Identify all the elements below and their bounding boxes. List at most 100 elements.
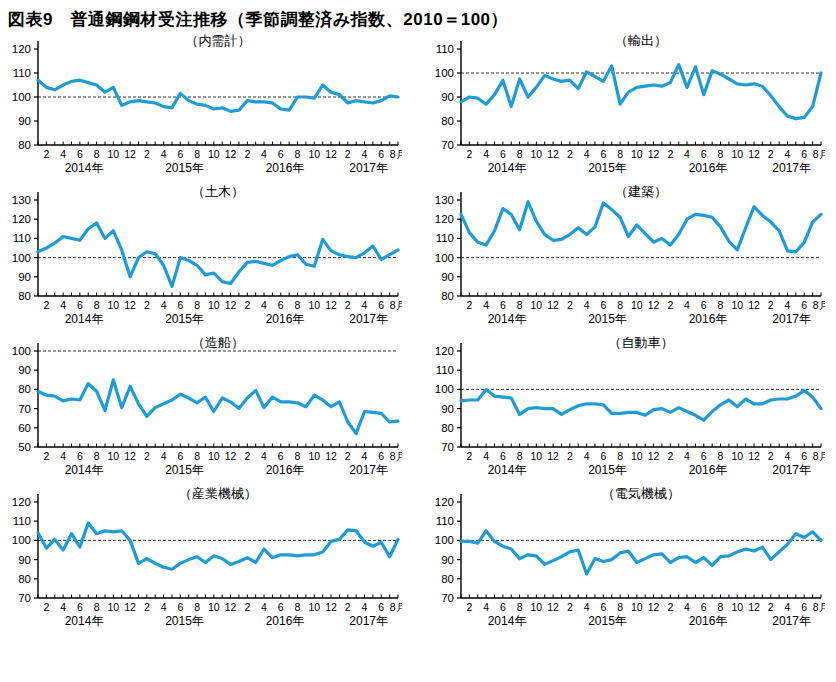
year-label: 2015年 [588,161,627,175]
x-axis-tick-label: 2 [768,450,774,462]
x-axis-tick-label: 2 [144,450,150,462]
x-axis-tick-label: 10 [108,148,120,160]
y-axis-tick-label: 120 [12,43,31,55]
year-label: 2016年 [689,463,728,477]
x-axis-tick-label: 12 [124,148,136,160]
year-label: 2015年 [588,312,627,326]
x-axis-tick-label: 8 [94,148,100,160]
x-axis-tick-label: 8 [94,601,100,613]
y-axis-tick-label: 90 [18,554,31,566]
x-axis-tick-label: 4 [261,601,267,613]
x-axis-tick-label: 6 [378,450,384,462]
x-axis-tick-label: 2 [567,601,573,613]
y-axis-tick-label: 90 [441,271,454,283]
x-axis-tick-label: 12 [648,148,660,160]
x-axis-tick-label: 8 [517,601,523,613]
year-label: 2014年 [65,463,104,477]
x-axis-tick-label: 4 [785,601,791,613]
x-axis-tick-label: 2 [244,299,250,311]
year-label: 2016年 [689,312,728,326]
x-axis-tick-label: 4 [161,601,167,613]
x-axis-tick-label: 6 [278,450,284,462]
y-axis-tick-label: 80 [441,290,454,302]
x-axis-tick-label: 12 [748,601,760,613]
x-axis-tick-label: 10 [108,450,120,462]
x-axis-tick-label: 8月 [390,148,402,160]
x-axis-tick-label: 10 [308,148,320,160]
y-axis-tick-label: 110 [436,364,454,376]
y-axis-tick-label: 110 [436,43,454,55]
x-axis-tick-label: 4 [483,148,489,160]
x-axis-tick-label: 4 [60,601,66,613]
year-label: 2017年 [349,312,388,326]
chart-domestic-demand-total: （内需計）80901001101202468101224681012246810… [2,33,407,178]
construction-chart: （建築）809010011012013024681012246810122468… [425,184,825,329]
y-axis-tick-label: 80 [18,383,31,395]
y-axis-tick-label: 100 [12,534,31,546]
chart-title: （内需計） [186,33,251,48]
x-axis-tick-label: 4 [684,450,690,462]
y-axis-tick-label: 90 [441,403,454,415]
year-label: 2014年 [65,161,104,175]
x-axis-tick-label: 6 [278,299,284,311]
x-axis-tick-label: 10 [208,601,220,613]
y-axis-tick-label: 80 [441,573,454,585]
y-axis-tick-label: 70 [441,441,454,453]
x-axis-tick-label: 8 [295,450,301,462]
data-line [38,80,398,111]
chart-title: （電気機械） [602,486,680,501]
x-axis-tick-label: 12 [547,601,559,613]
x-axis-tick-label: 2 [345,299,351,311]
x-axis-tick-label: 4 [584,450,590,462]
x-axis-tick-label: 6 [701,601,707,613]
x-axis-tick-label: 6 [177,299,183,311]
x-axis-tick-label: 8月 [813,148,825,160]
x-axis-tick-label: 10 [531,148,543,160]
x-axis-tick-label: 10 [631,148,643,160]
x-axis-tick-label: 8月 [813,601,825,613]
y-axis-tick-label: 50 [18,441,31,453]
x-axis-tick-label: 2 [768,148,774,160]
x-axis-tick-label: 2 [466,450,472,462]
x-axis-tick-label: 8 [517,450,523,462]
x-axis-tick-label: 6 [77,601,83,613]
x-axis-tick-label: 8 [295,601,301,613]
x-axis-tick-label: 4 [60,299,66,311]
x-axis-tick-label: 6 [500,450,506,462]
x-axis-tick-label: 4 [261,450,267,462]
year-label: 2015年 [165,161,204,175]
x-axis-tick-label: 6 [600,601,606,613]
x-axis-tick-label: 8 [295,148,301,160]
x-axis-tick-label: 6 [801,450,807,462]
x-axis-tick-label: 6 [801,148,807,160]
year-label: 2015年 [588,463,627,477]
y-axis-tick-label: 100 [435,67,454,79]
x-axis-tick-label: 6 [801,299,807,311]
x-axis-tick-label: 12 [748,148,760,160]
x-axis-tick-label: 10 [308,450,320,462]
x-axis-tick-label: 2 [768,299,774,311]
y-axis-tick-label: 120 [12,213,31,225]
x-axis-tick-label: 4 [483,450,489,462]
data-line [461,389,821,420]
x-axis-tick-label: 2 [567,148,573,160]
x-axis-tick-label: 6 [278,601,284,613]
x-axis-tick-label: 10 [308,601,320,613]
x-axis-tick-label: 8月 [813,450,825,462]
year-label: 2014年 [488,312,527,326]
chart-title: （輸出） [615,33,667,48]
x-axis-tick-label: 8月 [813,299,825,311]
x-axis-tick-label: 8 [718,450,724,462]
x-axis-tick-label: 8 [718,601,724,613]
chart-automobiles: （自動車）70809010011012024681012246810122468… [425,335,830,480]
y-axis-tick-label: 100 [12,91,31,103]
x-axis-tick-label: 8 [617,601,623,613]
x-axis-tick-label: 4 [785,450,791,462]
x-axis-tick-label: 12 [124,601,136,613]
x-axis-tick-label: 10 [631,299,643,311]
year-label: 2016年 [266,463,305,477]
x-axis-tick-label: 2 [244,148,250,160]
shipbuilding-chart: （造船）506070809010024681012246810122468101… [2,335,402,480]
year-label: 2015年 [588,614,627,628]
x-axis-tick-label: 12 [124,299,136,311]
